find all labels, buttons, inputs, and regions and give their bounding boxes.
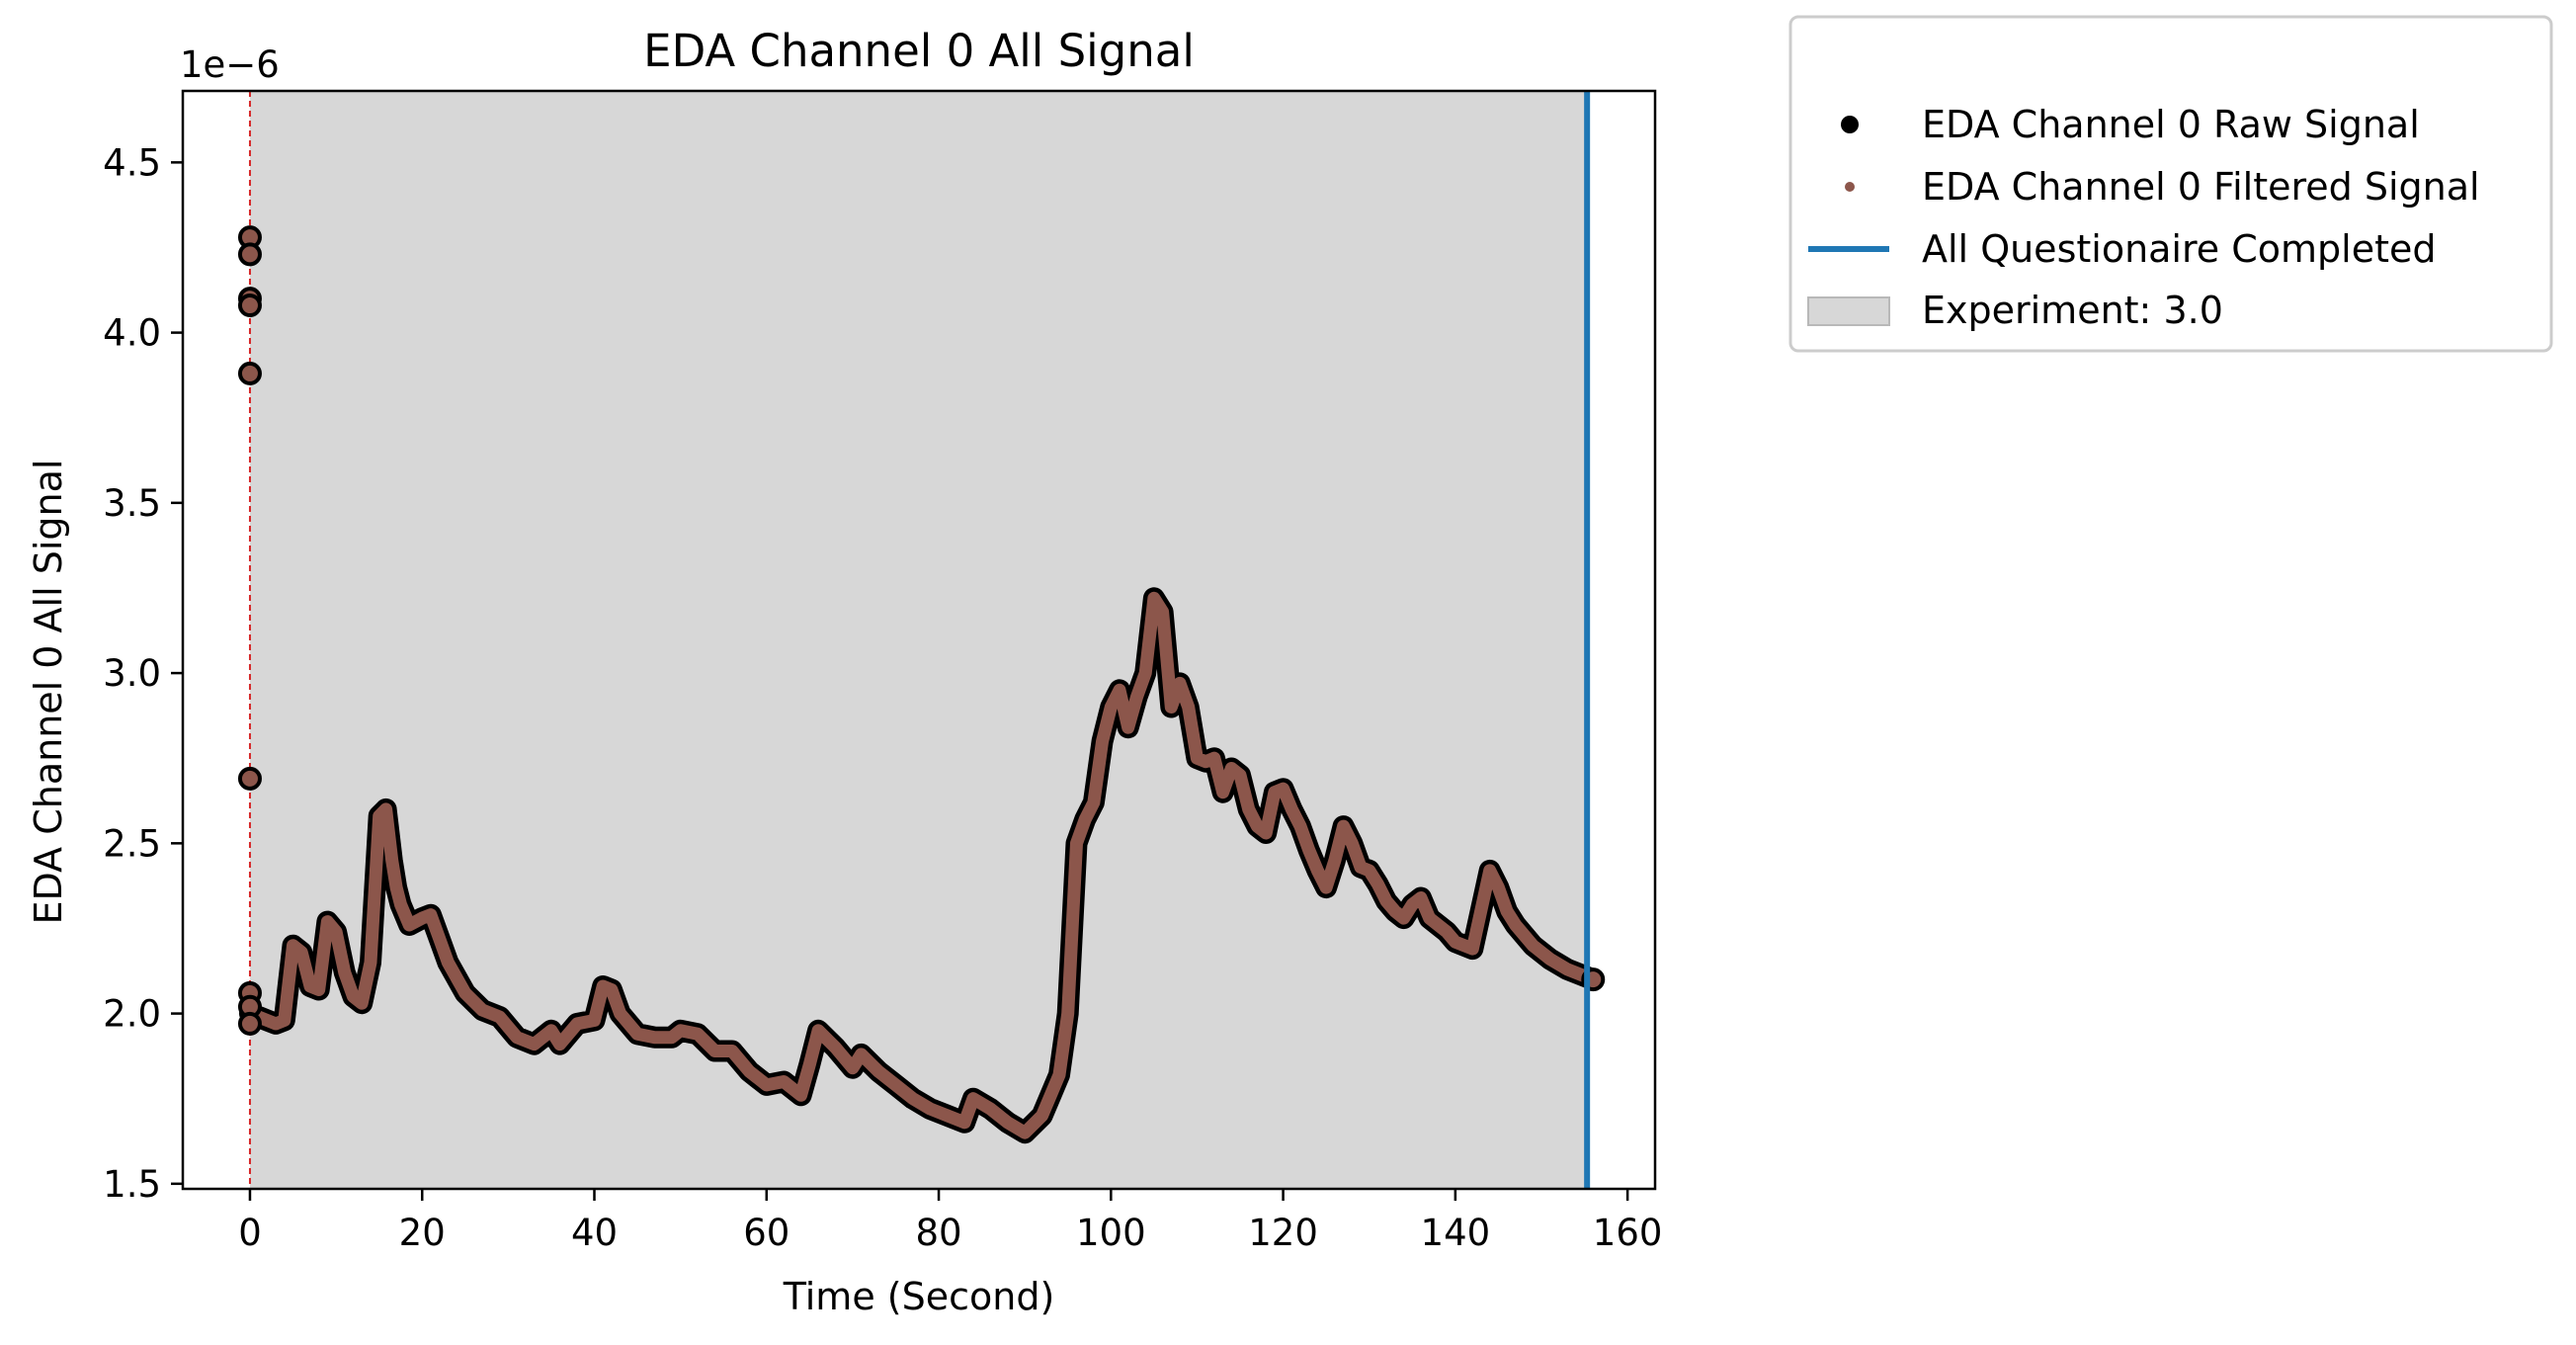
legend-experiment-label: Experiment: 3.0 [1922, 289, 2223, 332]
x-tick-label: 20 [399, 1212, 446, 1254]
outlier-point [237, 766, 262, 791]
y-tick-label: 3.5 [103, 482, 161, 525]
filtered-signal-line [243, 591, 1600, 1139]
x-tick-label: 80 [915, 1212, 961, 1254]
chart-title: EDA Channel 0 All Signal [643, 25, 1195, 77]
experiment-span [249, 91, 1588, 1189]
legend-filtered-label: EDA Channel 0 Filtered Signal [1922, 165, 2480, 209]
outlier-point [237, 1011, 262, 1036]
legend-frame [1788, 15, 2553, 353]
plot-area [237, 91, 1606, 1189]
axes: 0 20 40 60 80 100 120 140 160 1.5 2.0 2.5 3.0 3.5 4.0 4… [103, 89, 1663, 1254]
x-tick-label: 0 [238, 1212, 262, 1254]
x-tick-label: 120 [1248, 1212, 1318, 1254]
legend: EDA Channel 0 Raw Signal EDA Channel 0 F… [1788, 15, 2553, 353]
outlier-point [237, 242, 262, 267]
y-tick-label: 4.0 [103, 312, 161, 355]
legend-raw-label: EDA Channel 0 Raw Signal [1922, 103, 2420, 146]
y-tick-label: 3.0 [103, 652, 161, 695]
x-tick-label: 140 [1421, 1212, 1491, 1254]
x-tick-label: 100 [1076, 1212, 1146, 1254]
x-axis-label: Time (Second) [783, 1275, 1055, 1318]
axes-frame [181, 89, 1657, 1191]
x-tick-label: 60 [743, 1212, 789, 1254]
legend-experiment-patch [1807, 296, 1890, 326]
y-tick-label: 1.5 [103, 1163, 161, 1206]
y-tick-label: 2.0 [103, 993, 161, 1036]
legend-raw-marker [1841, 116, 1859, 133]
legend-completed-label: All Questionaire Completed [1922, 227, 2437, 271]
y-tick-label: 4.5 [103, 141, 161, 184]
legend-filtered-marker [1845, 182, 1855, 192]
outlier-point [237, 361, 262, 385]
outlier-point [237, 294, 262, 318]
y-axis-label: EDA Channel 0 All Signal [27, 460, 70, 925]
y-offset-label: 1e−6 [180, 43, 280, 86]
x-tick-label: 160 [1593, 1212, 1663, 1254]
y-tick-label: 2.5 [103, 822, 161, 865]
x-tick-label: 40 [571, 1212, 618, 1254]
